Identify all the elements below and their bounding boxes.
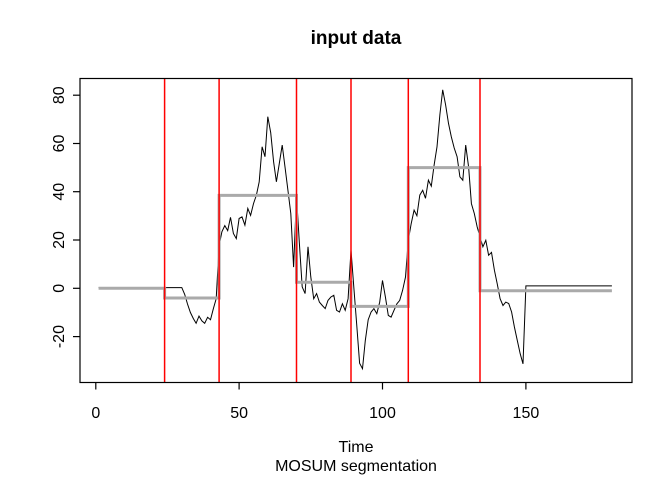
x-axis-label: Time: [339, 439, 374, 456]
y-axis-tick-label: 60: [51, 135, 68, 153]
y-axis-tick-label: 20: [51, 231, 68, 249]
plot-series-layer: [98, 78, 612, 383]
data-series-line: [98, 89, 612, 371]
x-axis-tick-label: 0: [91, 405, 100, 422]
x-axis-tick-label: 50: [230, 405, 248, 422]
y-axis-tick-label: 40: [51, 183, 68, 201]
plot-border-box: [79, 77, 633, 384]
y-axis-tick-label: -20: [51, 325, 68, 348]
segment-mean-line: [98, 166, 612, 308]
y-axis-tick-label: 80: [51, 86, 68, 104]
y-axis-tick-label: 0: [51, 284, 68, 293]
x-axis-tick-label: 100: [369, 405, 396, 422]
plot-axes-layer: 0 50 100 150 -20 0 20 40 60 80: [51, 86, 539, 422]
x-axis-tick-label: 150: [513, 405, 540, 422]
chart-title: input data: [311, 28, 402, 49]
chart-subtitle: MOSUM segmentation: [275, 458, 437, 475]
